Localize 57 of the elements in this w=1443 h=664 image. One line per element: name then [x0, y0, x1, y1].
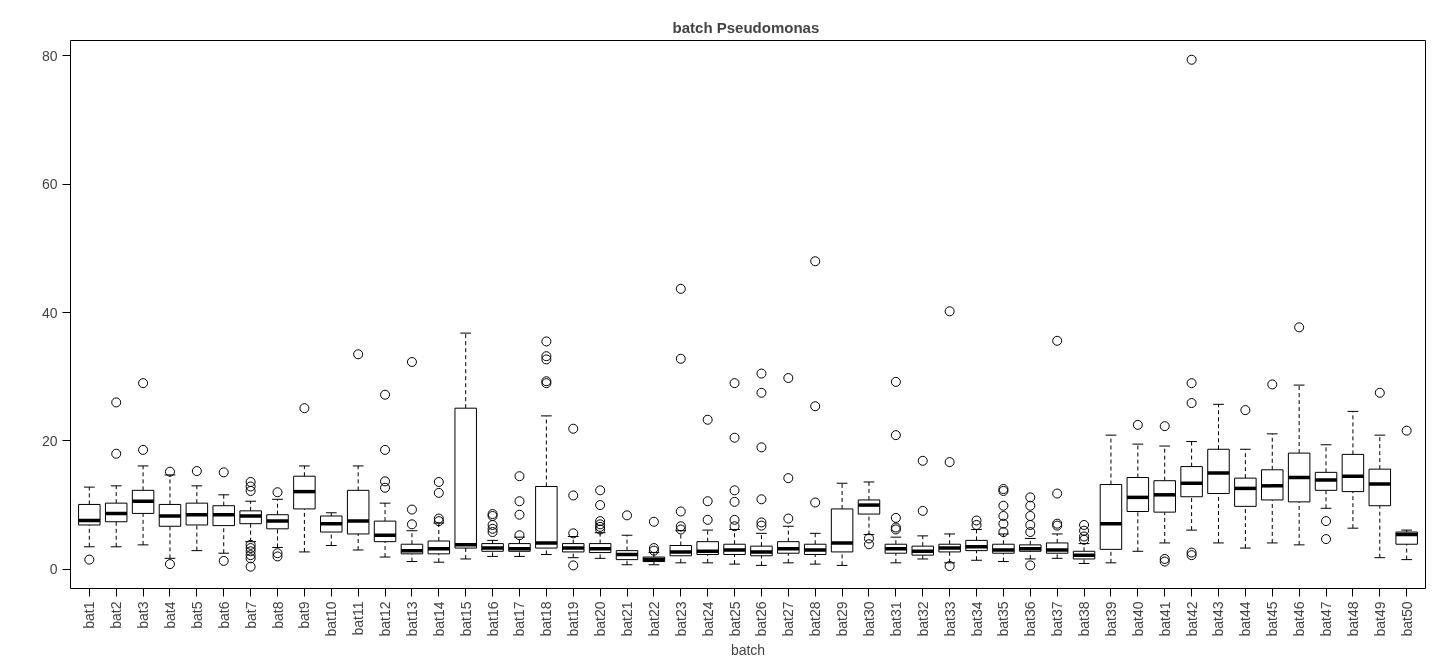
- x-tick-label: bat49: [1371, 601, 1388, 637]
- x-tick-label: bat21: [619, 601, 636, 637]
- x-tick-label: bat4: [161, 601, 178, 629]
- x-tick-label: bat39: [1102, 601, 1119, 637]
- x-tick-label: bat29: [834, 601, 851, 637]
- chart-title: batch Pseudomonas: [672, 18, 820, 36]
- x-tick-label: bat45: [1264, 601, 1281, 637]
- y-tick-label: 60: [41, 176, 58, 193]
- x-tick-label: bat3: [135, 601, 152, 629]
- x-tick-label: bat9: [296, 601, 313, 629]
- x-tick-label: bat46: [1291, 601, 1308, 637]
- x-tick-label: bat18: [538, 601, 555, 637]
- x-tick-label: bat2: [108, 601, 125, 629]
- x-tick-label: bat42: [1183, 601, 1200, 637]
- x-tick-label: bat44: [1237, 601, 1254, 637]
- x-tick-label: bat40: [1129, 601, 1146, 637]
- y-tick-label: 40: [41, 304, 58, 321]
- x-tick-label: bat20: [592, 601, 609, 637]
- x-tick-label: bat31: [887, 601, 904, 637]
- y-tick-label: 80: [41, 47, 58, 64]
- x-tick-label: bat35: [995, 601, 1012, 637]
- x-tick-label: bat27: [780, 601, 797, 637]
- x-tick-label: bat36: [1022, 601, 1039, 637]
- x-tick-label: bat15: [457, 601, 474, 637]
- y-tick-label: 20: [41, 432, 58, 449]
- x-tick-label: bat6: [215, 601, 232, 629]
- x-tick-label: bat28: [807, 601, 824, 637]
- x-tick-label: bat13: [403, 601, 420, 637]
- x-tick-label: bat25: [726, 601, 743, 637]
- x-tick-label: bat8: [269, 601, 286, 629]
- x-tick-label: bat30: [860, 601, 877, 637]
- x-tick-label: bat47: [1318, 601, 1335, 637]
- x-tick-label: bat43: [1210, 601, 1227, 637]
- x-tick-label: bat38: [1076, 601, 1093, 637]
- x-tick-label: bat11: [350, 601, 367, 636]
- x-tick-label: bat22: [645, 601, 662, 637]
- x-tick-label: bat7: [242, 601, 259, 629]
- x-tick-label: bat1: [81, 601, 98, 629]
- x-tick-label: bat37: [1049, 601, 1066, 637]
- x-tick-label: bat24: [699, 601, 716, 637]
- x-tick-label: bat33: [941, 601, 958, 637]
- x-tick-label: bat48: [1344, 601, 1361, 637]
- x-tick-label: bat12: [377, 601, 394, 637]
- x-tick-label: bat10: [323, 601, 340, 637]
- x-tick-label: bat16: [484, 601, 501, 637]
- x-tick-label: bat14: [430, 601, 447, 637]
- x-tick-label: bat17: [511, 601, 528, 637]
- x-tick-label: bat50: [1398, 601, 1415, 637]
- x-tick-label: bat26: [753, 601, 770, 637]
- x-tick-label: bat32: [914, 601, 931, 637]
- x-tick-label: bat41: [1156, 601, 1173, 637]
- x-axis-title: batch: [730, 641, 766, 658]
- x-tick-label: bat5: [188, 601, 205, 629]
- x-tick-label: bat34: [968, 601, 985, 637]
- y-tick-label: 0: [49, 561, 58, 578]
- x-tick-label: bat23: [672, 601, 689, 637]
- x-tick-label: bat19: [565, 601, 582, 637]
